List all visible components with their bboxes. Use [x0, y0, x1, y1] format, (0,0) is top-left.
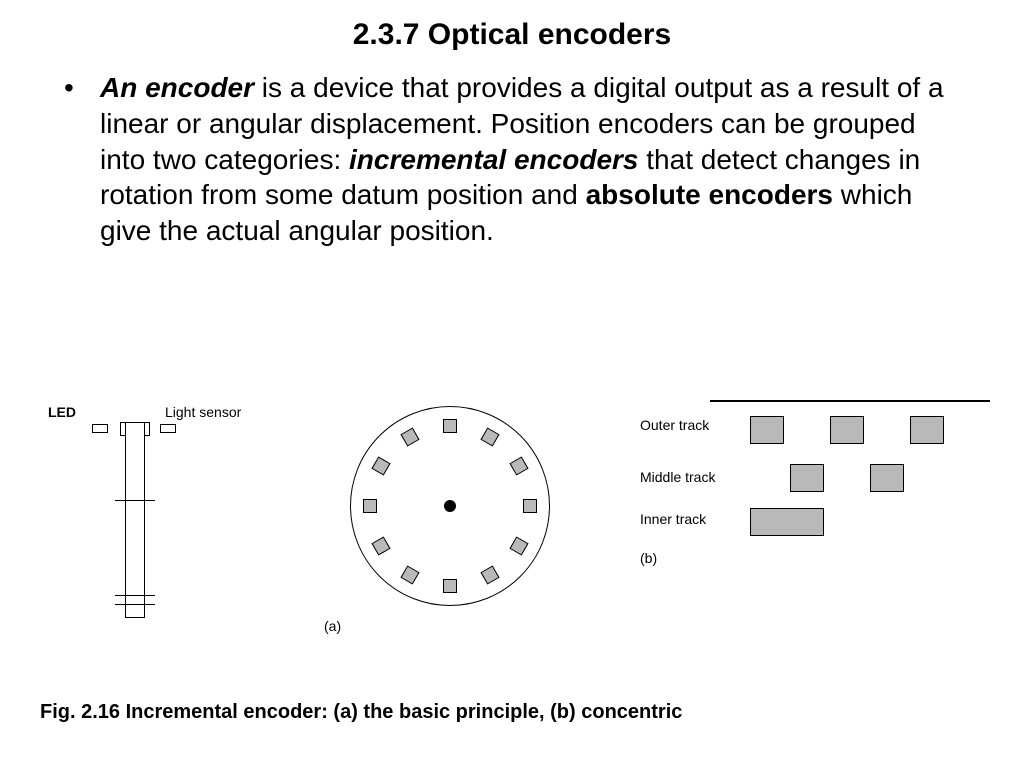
- disc-slot: [443, 579, 457, 593]
- disc-edge-right: [145, 422, 150, 436]
- shaft-mark: [115, 500, 155, 501]
- disc-slot: [523, 499, 537, 513]
- label-light-sensor: Light sensor: [165, 404, 241, 420]
- led-icon: [92, 424, 108, 433]
- shaft-mark: [115, 595, 155, 596]
- figure-row: LED Light sensor (a) Outer track Middle …: [0, 390, 1024, 650]
- sublabel-b: (b): [640, 550, 657, 566]
- shaft: [125, 422, 145, 618]
- label-middle-track: Middle track: [640, 470, 715, 485]
- label-outer-track: Outer track: [640, 418, 709, 433]
- disc-hub: [444, 500, 456, 512]
- label-inner-track: Inner track: [640, 512, 706, 527]
- shaft-mark: [115, 604, 155, 605]
- light-sensor-icon: [160, 424, 176, 433]
- figure-tracks: Outer track Middle track Inner track (b): [640, 400, 1000, 630]
- track-block-outer: [750, 416, 784, 444]
- paragraph: An encoder is a device that provides a d…: [0, 52, 1024, 249]
- sublabel-a: (a): [324, 618, 341, 634]
- figure-caption: Fig. 2.16 Incremental encoder: (a) the b…: [40, 701, 682, 724]
- term-absolute: absolute encoders: [586, 179, 833, 210]
- term-encoder: An encoder: [100, 72, 254, 103]
- track-block-inner: [750, 508, 824, 536]
- section-title: 2.3.7 Optical encoders: [0, 0, 1024, 52]
- track-block-outer: [910, 416, 944, 444]
- figure-side-view: LED Light sensor: [30, 390, 290, 630]
- label-led: LED: [48, 404, 76, 420]
- track-topline: [710, 400, 990, 402]
- disc-slot: [363, 499, 377, 513]
- disc-slot: [443, 419, 457, 433]
- track-block-middle: [870, 464, 904, 492]
- figure-disc: (a): [320, 396, 580, 644]
- track-block-middle: [790, 464, 824, 492]
- term-incremental: incremental encoders: [349, 144, 638, 175]
- track-block-outer: [830, 416, 864, 444]
